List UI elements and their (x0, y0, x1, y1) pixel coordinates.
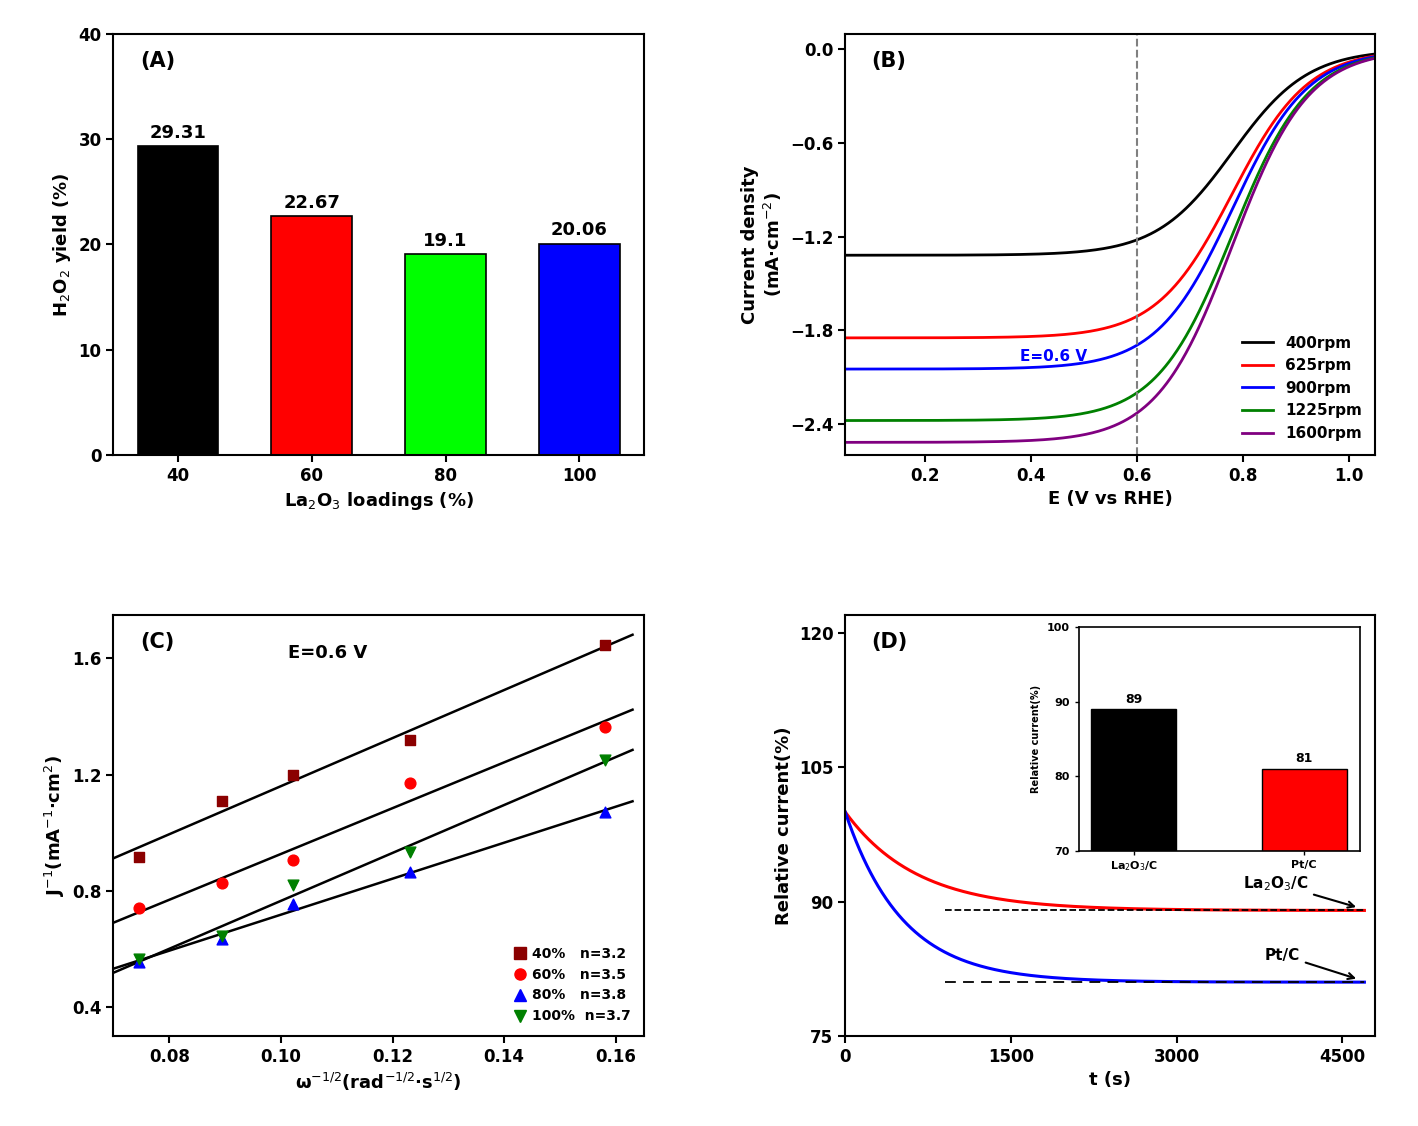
Legend: 400rpm, 625rpm, 900rpm, 1225rpm, 1600rpm: 400rpm, 625rpm, 900rpm, 1225rpm, 1600rpm (1236, 330, 1368, 447)
Line: 1225rpm: 1225rpm (845, 57, 1375, 420)
Point (210, 930, 233, 948)
Line: 400rpm: 400rpm (845, 54, 1375, 256)
Bar (271, 216, 352, 455)
Point (594, 717, 617, 735)
900rpm (930, 363, 947, 376)
900rpm (1191, 268, 1208, 282)
625rpm (1236, 164, 1254, 178)
1600rpm (1191, 320, 1208, 333)
400rpm (1191, 188, 1208, 202)
625rpm (1367, 50, 1384, 63)
1225rpm (1367, 51, 1384, 64)
Legend: 40%   n=3.2, 60%   n=3.5, 80%   n=3.8, 100%  n=3.7: 40% n=3.2, 60% n=3.5, 80% n=3.8, 100% n=… (508, 941, 637, 1029)
Text: 19.1: 19.1 (424, 232, 468, 250)
1225rpm (973, 413, 990, 427)
900rpm (1367, 50, 1384, 63)
Y-axis label: H$_2$O$_2$ yield (%): H$_2$O$_2$ yield (%) (51, 172, 72, 316)
Point (281, 895, 303, 913)
Text: E=0.6 V: E=0.6 V (288, 644, 367, 662)
Y-axis label: Relative current(%): Relative current(%) (776, 726, 793, 924)
1600rpm (973, 435, 990, 448)
Text: 29.31: 29.31 (149, 124, 206, 142)
1225rpm (1076, 406, 1093, 420)
625rpm (1076, 325, 1093, 339)
Text: (C): (C) (140, 632, 174, 652)
Bar (539, 243, 620, 455)
Bar (406, 253, 486, 455)
X-axis label: ω$^{-1/2}$(rad$^{-1/2}$·s$^{1/2}$): ω$^{-1/2}$(rad$^{-1/2}$·s$^{1/2}$) (295, 1071, 462, 1093)
Point (281, 766, 303, 784)
625rpm (930, 331, 947, 345)
1600rpm (837, 436, 854, 449)
Text: Pt/C: Pt/C (1265, 948, 1354, 978)
900rpm (1149, 323, 1166, 337)
Y-axis label: J$^{-1}$(mA$^{-1}$·cm$^{2}$): J$^{-1}$(mA$^{-1}$·cm$^{2}$) (43, 756, 67, 896)
Point (398, 842, 421, 860)
400rpm (837, 249, 854, 262)
Text: 22.67: 22.67 (284, 194, 340, 212)
Point (398, 731, 421, 749)
400rpm (1367, 47, 1384, 61)
Point (128, 900, 150, 918)
Point (128, 953, 150, 971)
625rpm (973, 331, 990, 345)
1600rpm (1367, 52, 1384, 65)
1225rpm (1236, 198, 1254, 212)
900rpm (973, 361, 990, 375)
X-axis label: E (V vs RHE): E (V vs RHE) (1048, 490, 1173, 508)
400rpm (930, 249, 947, 262)
Text: La$_2$O$_3$/C: La$_2$O$_3$/C (1244, 874, 1354, 908)
900rpm (1236, 177, 1254, 190)
625rpm (1149, 296, 1166, 310)
Text: 20.06: 20.06 (552, 222, 608, 240)
Point (128, 848, 150, 866)
400rpm (1236, 129, 1254, 143)
Text: (B): (B) (872, 51, 906, 71)
Point (281, 876, 303, 894)
Y-axis label: Current density
(mA·cm$^{-2}$): Current density (mA·cm$^{-2}$) (740, 166, 784, 323)
X-axis label: t (s): t (s) (1089, 1071, 1132, 1089)
Text: (D): (D) (872, 632, 908, 652)
1225rpm (1191, 304, 1208, 318)
625rpm (837, 331, 854, 345)
900rpm (837, 363, 854, 376)
Point (398, 863, 421, 881)
Point (281, 851, 303, 869)
1600rpm (930, 436, 947, 449)
Line: 900rpm: 900rpm (845, 56, 1375, 369)
1225rpm (930, 413, 947, 427)
Point (210, 927, 233, 945)
Point (210, 875, 233, 893)
Bar (138, 146, 218, 455)
1225rpm (837, 413, 854, 427)
Point (594, 803, 617, 821)
Point (128, 950, 150, 968)
400rpm (1149, 223, 1166, 236)
Point (594, 636, 617, 654)
Text: (A): (A) (140, 51, 174, 71)
Text: E=0.6 V: E=0.6 V (1020, 349, 1088, 365)
X-axis label: La$_2$O$_3$ loadings (%): La$_2$O$_3$ loadings (%) (284, 490, 474, 512)
1600rpm (1076, 428, 1093, 441)
1225rpm (1149, 368, 1166, 382)
Line: 1600rpm: 1600rpm (845, 59, 1375, 443)
Line: 625rpm: 625rpm (845, 56, 1375, 338)
625rpm (1191, 245, 1208, 259)
400rpm (1076, 244, 1093, 258)
Point (398, 775, 421, 793)
400rpm (973, 248, 990, 261)
1600rpm (1236, 208, 1254, 222)
900rpm (1076, 356, 1093, 369)
Point (594, 751, 617, 769)
1600rpm (1149, 387, 1166, 401)
Point (210, 792, 233, 810)
